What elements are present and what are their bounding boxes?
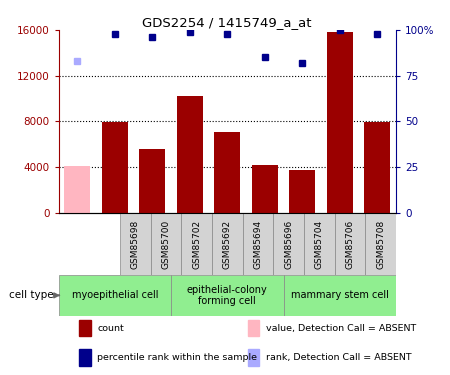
Bar xyxy=(64,166,90,213)
Bar xyxy=(252,165,278,213)
Text: GSM85704: GSM85704 xyxy=(315,219,324,268)
Bar xyxy=(364,123,391,213)
Text: count: count xyxy=(97,324,124,333)
Bar xyxy=(327,32,353,213)
Bar xyxy=(289,171,315,213)
Bar xyxy=(102,123,128,213)
Text: cell type: cell type xyxy=(9,290,54,300)
Bar xyxy=(171,275,284,316)
Bar xyxy=(284,275,396,316)
Text: GSM85698: GSM85698 xyxy=(130,219,140,268)
Title: GDS2254 / 1415749_a_at: GDS2254 / 1415749_a_at xyxy=(143,16,312,29)
Bar xyxy=(248,350,259,366)
Bar xyxy=(248,320,259,336)
Text: mammary stem cell: mammary stem cell xyxy=(291,290,389,300)
Text: rank, Detection Call = ABSENT: rank, Detection Call = ABSENT xyxy=(266,353,412,362)
Bar xyxy=(181,213,212,275)
Bar xyxy=(79,320,90,336)
Text: GSM85694: GSM85694 xyxy=(253,219,262,268)
Bar xyxy=(214,132,240,213)
Text: GSM85708: GSM85708 xyxy=(376,219,385,268)
Text: GSM85692: GSM85692 xyxy=(223,219,232,268)
Bar xyxy=(58,275,171,316)
Bar xyxy=(335,213,365,275)
Bar xyxy=(365,213,396,275)
Text: GSM85702: GSM85702 xyxy=(192,219,201,268)
Bar xyxy=(151,213,181,275)
Bar xyxy=(212,213,243,275)
Text: GSM85706: GSM85706 xyxy=(346,219,355,268)
Bar xyxy=(273,213,304,275)
Text: value, Detection Call = ABSENT: value, Detection Call = ABSENT xyxy=(266,324,416,333)
Bar xyxy=(139,149,166,213)
Text: GSM85696: GSM85696 xyxy=(284,219,293,268)
Text: GSM85700: GSM85700 xyxy=(162,219,171,268)
Bar xyxy=(304,213,335,275)
Text: epithelial-colony
forming cell: epithelial-colony forming cell xyxy=(187,285,268,306)
Bar xyxy=(176,96,203,213)
Bar xyxy=(243,213,273,275)
Text: percentile rank within the sample: percentile rank within the sample xyxy=(97,353,257,362)
Text: myoepithelial cell: myoepithelial cell xyxy=(72,290,158,300)
Bar xyxy=(79,350,90,366)
Bar xyxy=(120,213,151,275)
